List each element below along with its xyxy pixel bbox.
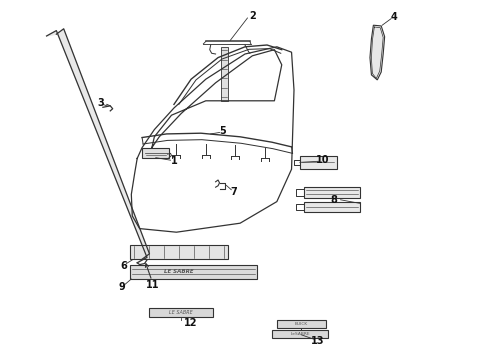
Text: 11: 11 [146,280,160,290]
FancyBboxPatch shape [149,308,213,317]
Text: LeSABRE: LeSABRE [290,332,310,337]
Polygon shape [370,25,385,80]
FancyBboxPatch shape [277,320,326,328]
FancyBboxPatch shape [272,330,328,338]
FancyBboxPatch shape [130,245,228,259]
Text: 4: 4 [391,12,398,22]
Text: LE SABRE: LE SABRE [164,269,194,274]
Text: 6: 6 [120,261,127,271]
FancyBboxPatch shape [304,187,360,198]
FancyBboxPatch shape [300,156,337,169]
Text: 9: 9 [118,282,125,292]
FancyBboxPatch shape [142,148,169,158]
Text: 1: 1 [171,156,177,166]
FancyBboxPatch shape [130,265,257,279]
Text: LE SABRE: LE SABRE [170,310,193,315]
Polygon shape [47,29,149,263]
Polygon shape [220,47,228,101]
Text: 10: 10 [316,155,329,165]
Text: 12: 12 [184,318,198,328]
Text: 3: 3 [97,98,104,108]
FancyBboxPatch shape [304,202,360,212]
Text: BUICK: BUICK [295,322,308,326]
Text: 5: 5 [220,126,226,136]
Text: 7: 7 [231,187,238,197]
Text: 2: 2 [249,11,256,21]
Text: 13: 13 [311,336,324,346]
Text: 8: 8 [331,195,338,205]
